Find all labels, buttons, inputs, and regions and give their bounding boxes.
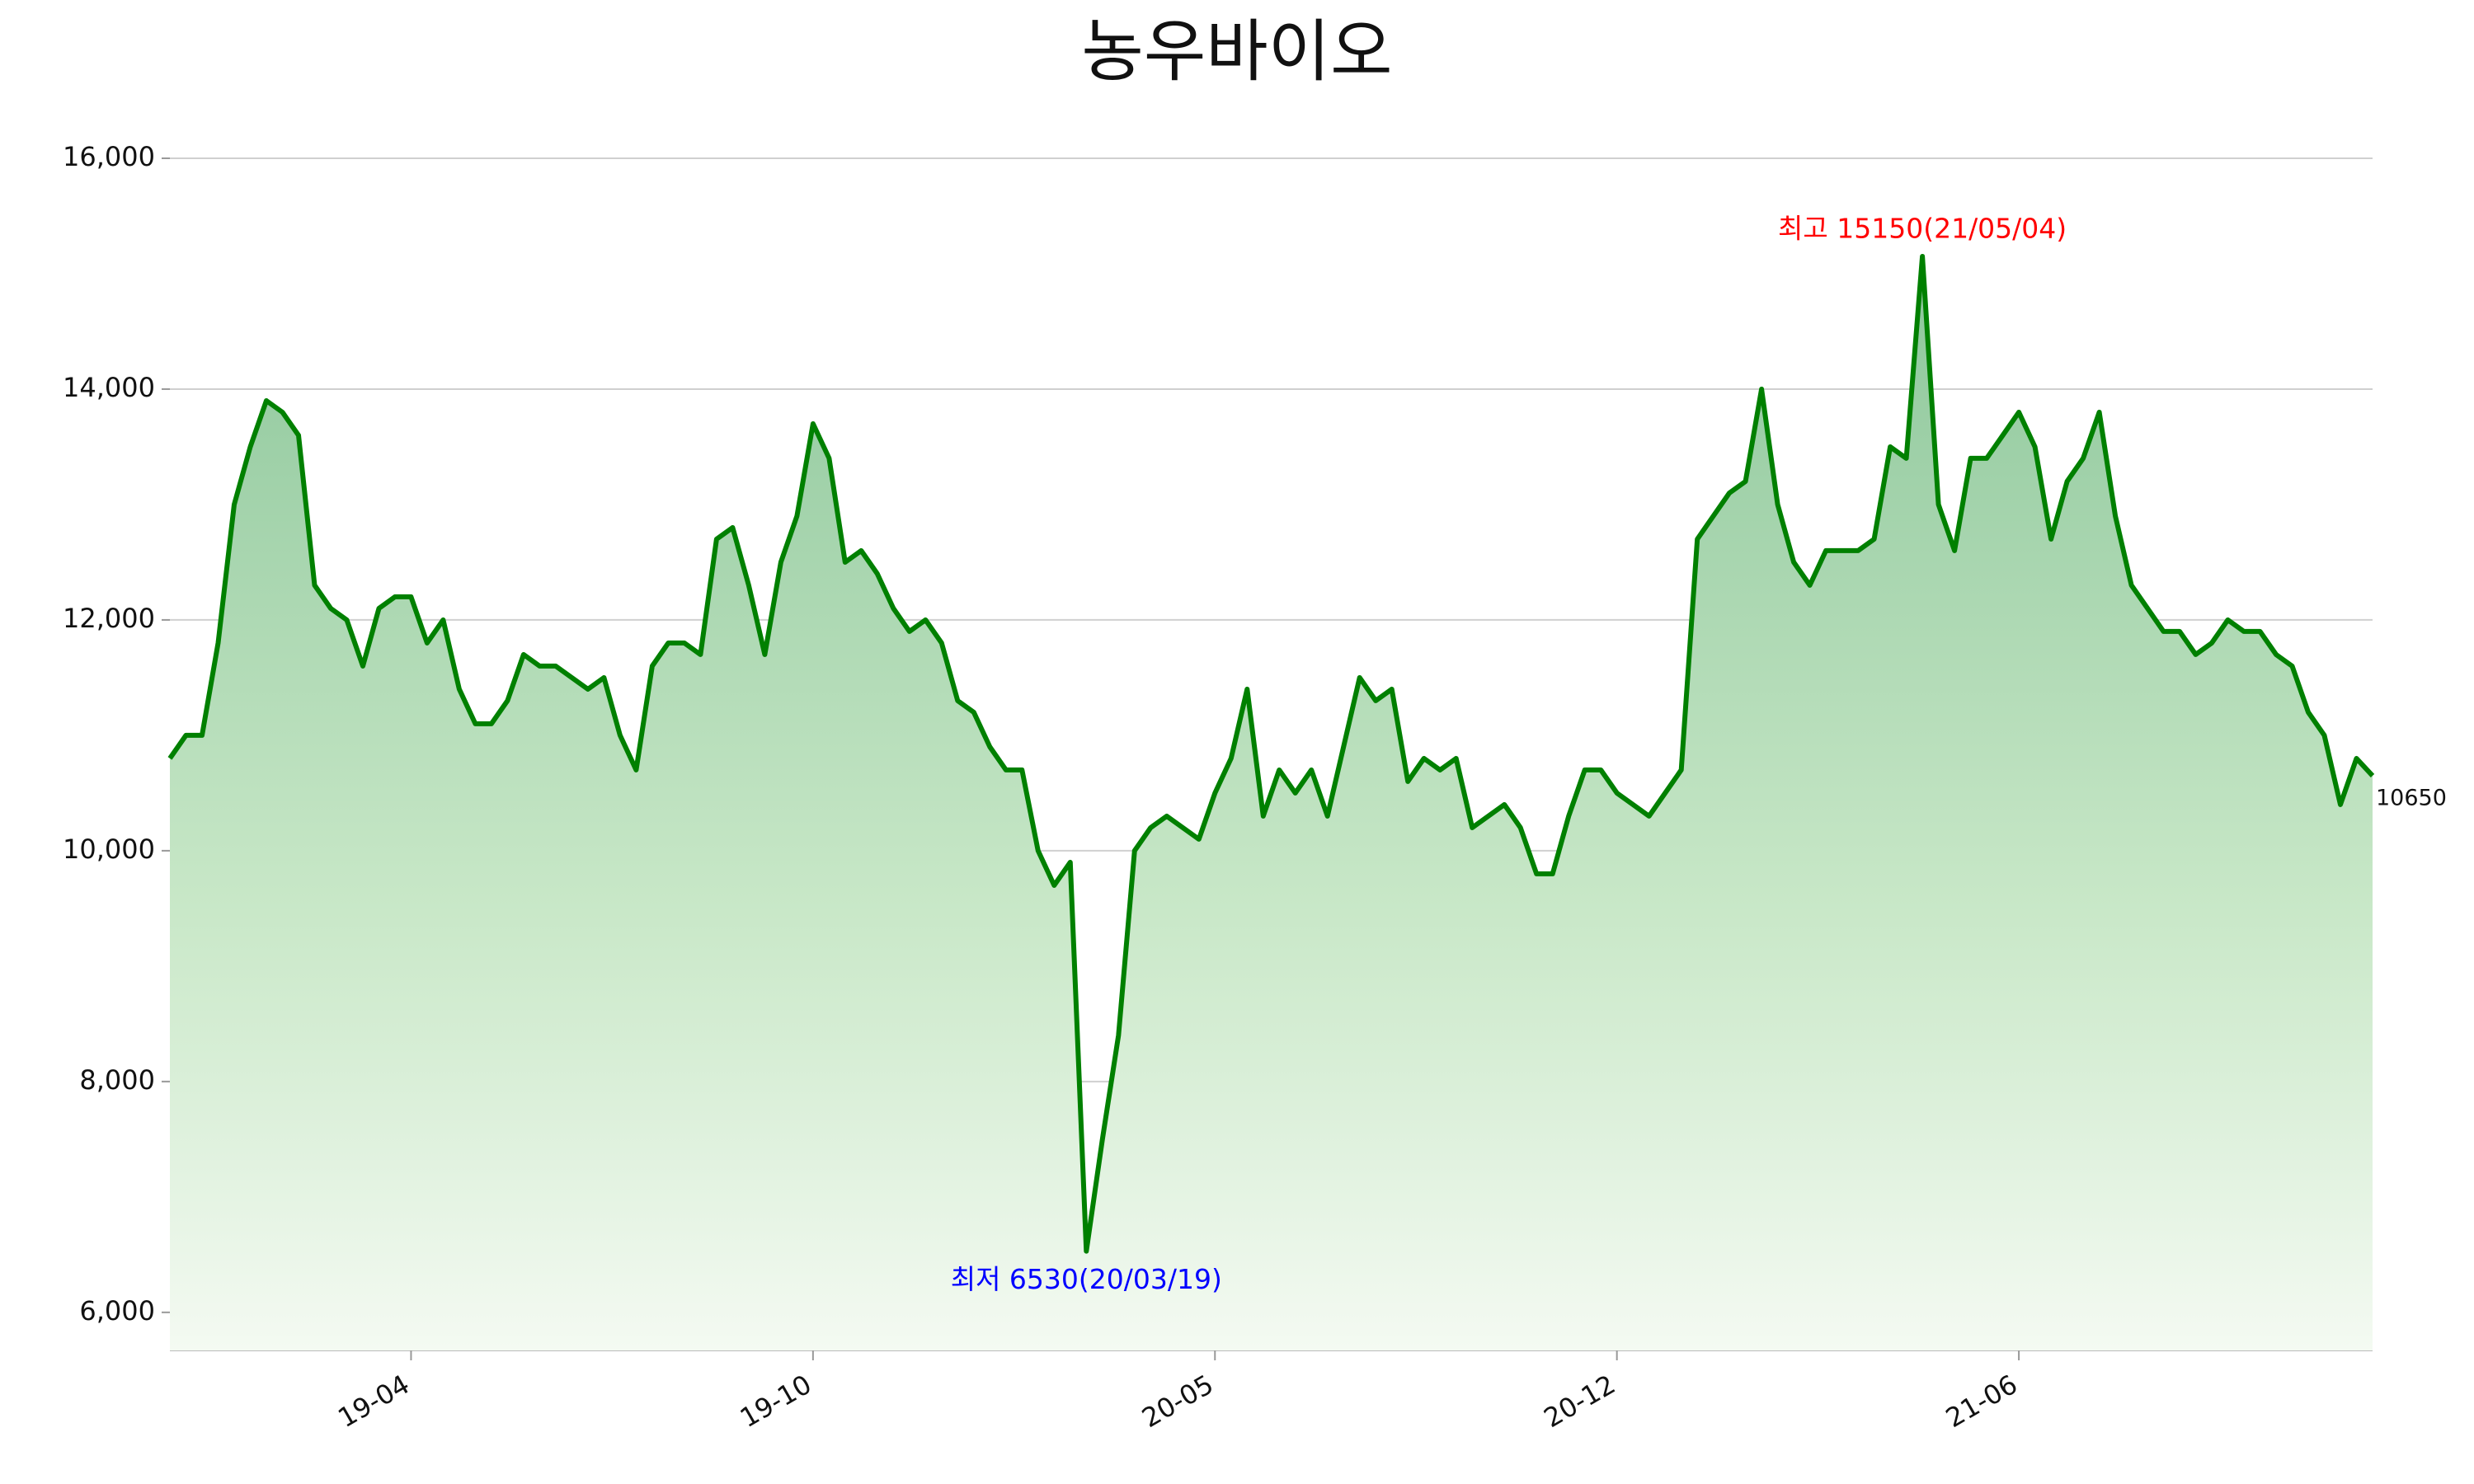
x-tick-label: 20-05: [1136, 1369, 1219, 1434]
high-annotation: 최고 15150(21/05/04): [1778, 212, 2067, 244]
y-tick-label: 10,000: [63, 834, 155, 865]
y-tick-label: 12,000: [63, 603, 155, 634]
price-line: [167, 254, 2375, 1254]
chart-title: 농우바이오: [1081, 12, 1392, 91]
y-tick-label: 14,000: [63, 372, 155, 403]
x-tick-label: 20-12: [1539, 1369, 1621, 1434]
x-tick-label: 19-10: [735, 1369, 817, 1434]
y-tick-label: 6,000: [79, 1295, 155, 1327]
last-value-label: 10650: [2376, 785, 2447, 810]
low-annotation: 최저 6530(20/03/19): [951, 1263, 1222, 1295]
x-tick-label: 21-06: [1940, 1369, 2023, 1434]
area-fill: [170, 256, 2373, 1350]
y-tick-label: 16,000: [63, 141, 155, 172]
y-tick-label: 8,000: [79, 1064, 155, 1096]
x-tick-label: 19-04: [332, 1369, 415, 1434]
